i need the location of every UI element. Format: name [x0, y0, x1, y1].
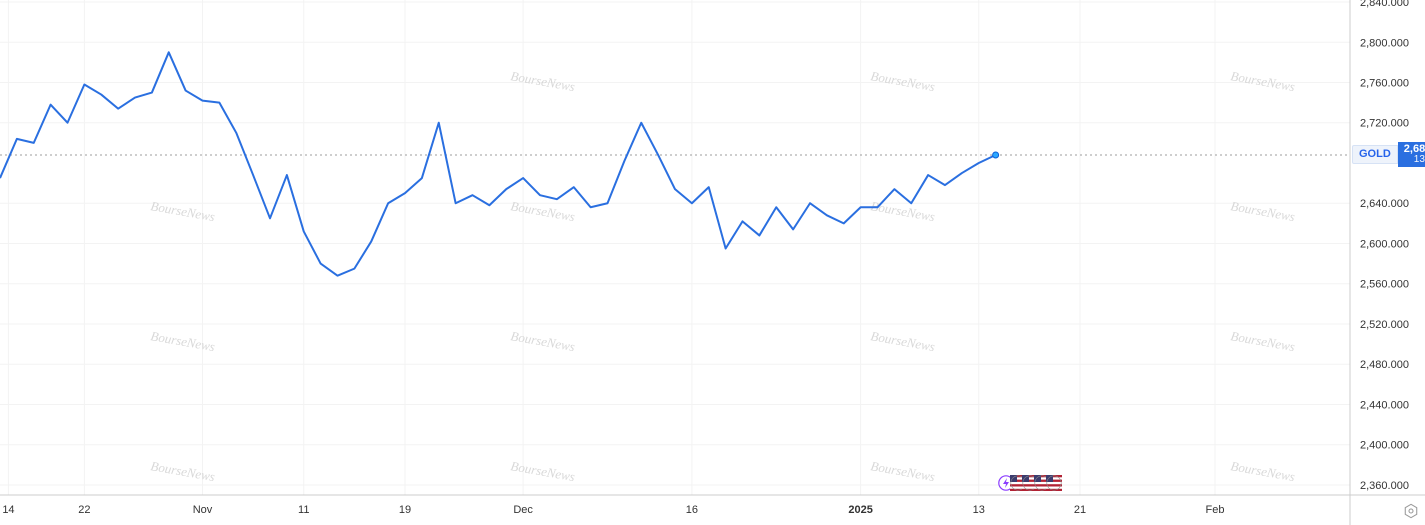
chart-root: 2,840.000 2,800.000 2,760.000 2,720.000 2,64… — [0, 0, 1425, 525]
y-tick-label: 2,600.000 — [1360, 238, 1409, 250]
y-tick-label: 2,640.000 — [1360, 198, 1409, 210]
flag-us-icon[interactable] — [1046, 475, 1062, 491]
y-tick-label: 2,720.000 — [1360, 118, 1409, 130]
price-time: 13:49:54 — [1414, 155, 1425, 165]
price-chart[interactable]: 2,840.000 2,800.000 2,760.000 2,720.000 2,64… — [0, 0, 1425, 525]
symbol-label: GOLD — [1352, 145, 1398, 164]
x-tick-label: 2025 — [848, 504, 872, 516]
y-tick-label: 2,520.000 — [1360, 319, 1409, 331]
x-tick-label: Dec — [513, 504, 533, 516]
x-tick-label: 11 — [298, 504, 309, 516]
y-tick-label: 2,760.000 — [1360, 78, 1409, 90]
y-tick-label: 2,560.000 — [1360, 279, 1409, 291]
x-tick-label: Nov — [193, 504, 213, 516]
y-tick-label: 2,840.000 — [1360, 0, 1409, 9]
last-point-marker — [993, 152, 999, 158]
y-tick-label: 2,800.000 — [1360, 37, 1409, 49]
x-tick-label: 13 — [973, 504, 985, 516]
x-tick-label: 22 — [78, 504, 90, 516]
event-icon-strip — [998, 475, 1062, 491]
x-tick-label: Feb — [1206, 504, 1225, 516]
settings-icon[interactable] — [1403, 503, 1419, 519]
x-tick-label: 21 — [1074, 504, 1086, 516]
y-tick-label: 2,480.000 — [1360, 359, 1409, 371]
current-price-badge: GOLD 2,687.940 13:49:54 — [1352, 142, 1425, 167]
y-tick-label: 2,400.000 — [1360, 440, 1409, 452]
y-tick-label: 2,440.000 — [1360, 399, 1409, 411]
x-tick-label: 14 — [2, 504, 14, 516]
y-tick-label: 2,360.000 — [1360, 480, 1409, 492]
x-tick-label: 19 — [399, 504, 411, 516]
x-tick-label: 16 — [686, 504, 698, 516]
